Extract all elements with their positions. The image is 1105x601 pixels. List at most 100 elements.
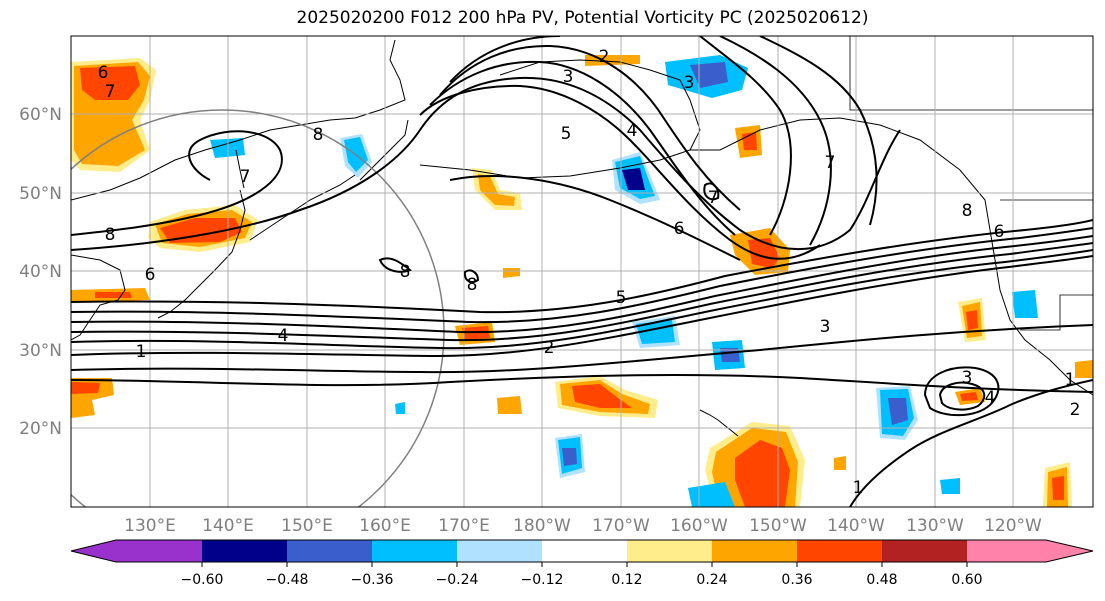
colorbar-label: 0.36 [781, 572, 812, 588]
colorbar-label: −0.24 [436, 572, 479, 588]
colorbar-segment [287, 540, 372, 562]
pv-contour [938, 381, 986, 411]
coastline-asia [71, 39, 406, 201]
contour-label: 4 [985, 388, 996, 408]
longitude-labels: 130°E 140°E 150°E 160°E 170°E 180°W 170°… [124, 516, 1042, 536]
pv-contour [849, 379, 1093, 507]
pv-blob [688, 482, 735, 507]
colorbar-extend-high [1046, 540, 1093, 562]
pv-contour [71, 130, 283, 236]
lon-label: 140°W [827, 516, 885, 536]
lon-label: 150°W [749, 516, 807, 536]
coastline-north-america [989, 229, 1093, 396]
pv-blob [71, 382, 100, 394]
pv-contour [449, 175, 741, 261]
pv-contour [439, 44, 741, 211]
pv-contour [71, 227, 1093, 324]
pv-blob [940, 478, 960, 494]
lon-label: 150°E [281, 516, 333, 536]
gridlines [71, 36, 1093, 507]
contour-label: 5 [616, 288, 627, 308]
border-us-mexico [1020, 294, 1093, 331]
pv-blob [834, 456, 846, 470]
pv-blob [95, 292, 132, 298]
coastline-aleutians [419, 149, 691, 179]
pv-contour [71, 242, 1093, 342]
pv-blob [888, 398, 908, 425]
pv-contour [71, 255, 1093, 358]
contour-label: 1 [1065, 370, 1076, 390]
contour-label: 3 [684, 73, 695, 93]
pv-contour [463, 269, 480, 283]
contour-label: 7 [708, 188, 719, 208]
lon-label: 140°E [202, 516, 254, 536]
lat-label: 40°N [19, 262, 62, 282]
map-title: 2025020200 F012 200 hPa PV, Potential Vo… [296, 8, 869, 28]
colorbar-label: 0.48 [866, 572, 897, 588]
colorbar-label: −0.48 [266, 572, 309, 588]
coastline-kurils [249, 174, 356, 241]
pv-contours [71, 36, 1093, 507]
contour-label: 2 [544, 338, 555, 358]
lat-label: 30°N [19, 341, 62, 361]
coastline-hawaii [699, 409, 739, 437]
pv-blob [1075, 360, 1093, 378]
colorbar-segment [797, 540, 882, 562]
colorbar-label: −0.60 [181, 572, 224, 588]
pv-blob [1012, 290, 1038, 318]
colorbar-segment [882, 540, 967, 562]
colorbar: −0.60 −0.48 −0.36 −0.24 −0.12 0.12 0.24 … [70, 539, 1094, 588]
contour-label: 6 [994, 222, 1005, 242]
lon-label: 160°E [359, 516, 411, 536]
contour-label: 6 [145, 265, 156, 285]
pv-contour [429, 60, 736, 236]
contour-label: 3 [820, 317, 831, 337]
colorbar-segment [457, 540, 542, 562]
colorbar-extend-low [71, 540, 117, 562]
pv-contour [699, 36, 792, 236]
contour-label: 6 [674, 219, 685, 239]
lon-label: 160°W [670, 516, 728, 536]
contour-label: 3 [962, 368, 973, 388]
contour-label: 8 [400, 262, 411, 282]
contour-label: 1 [136, 342, 147, 362]
coastlines [71, 36, 1093, 437]
pv-contour [703, 182, 720, 201]
pv-contour [71, 324, 1093, 374]
pv-contour [378, 257, 412, 273]
colorbar-label: 0.60 [951, 572, 982, 588]
coastline-alaska [499, 59, 991, 231]
contour-labels: 6 7 8 8 7 6 8 8 4 1 2 3 4 5 3 6 7 8 6 5 … [98, 47, 1081, 498]
colorbar-segment [202, 540, 287, 562]
pv-contour [719, 36, 832, 246]
colorbar-segment [627, 540, 712, 562]
coastline-japan [157, 189, 246, 319]
pv-contour [449, 36, 561, 83]
pv-blob [562, 448, 577, 466]
contour-label: 7 [240, 167, 251, 187]
pv-contour [71, 235, 1093, 334]
contour-label: 3 [563, 67, 574, 87]
contour-label: 7 [105, 82, 116, 102]
colorbar-label: 0.12 [611, 572, 642, 588]
lon-label: 130°E [124, 516, 176, 536]
pv-blob [80, 66, 140, 100]
colorbar-segment [967, 540, 1047, 562]
coastline-kamchatka [359, 119, 409, 181]
colorbar-segment [542, 540, 627, 562]
contour-label: 4 [278, 326, 289, 346]
colorbar-label: −0.36 [351, 572, 394, 588]
colorbar-segment [372, 540, 457, 562]
colorbar-label: 0.24 [696, 572, 727, 588]
coastline-korea [71, 254, 126, 341]
lon-label: 180°W [513, 516, 571, 536]
pv-blob [497, 396, 522, 414]
contour-label: 8 [313, 125, 324, 145]
contour-label: 8 [467, 275, 478, 295]
coastline-sakhalin [235, 149, 245, 189]
pv-contour [419, 84, 821, 260]
pv-contour [71, 219, 1093, 314]
pv-contour [71, 374, 1093, 393]
lat-label: 50°N [19, 184, 62, 204]
lat-label: 60°N [19, 105, 62, 125]
